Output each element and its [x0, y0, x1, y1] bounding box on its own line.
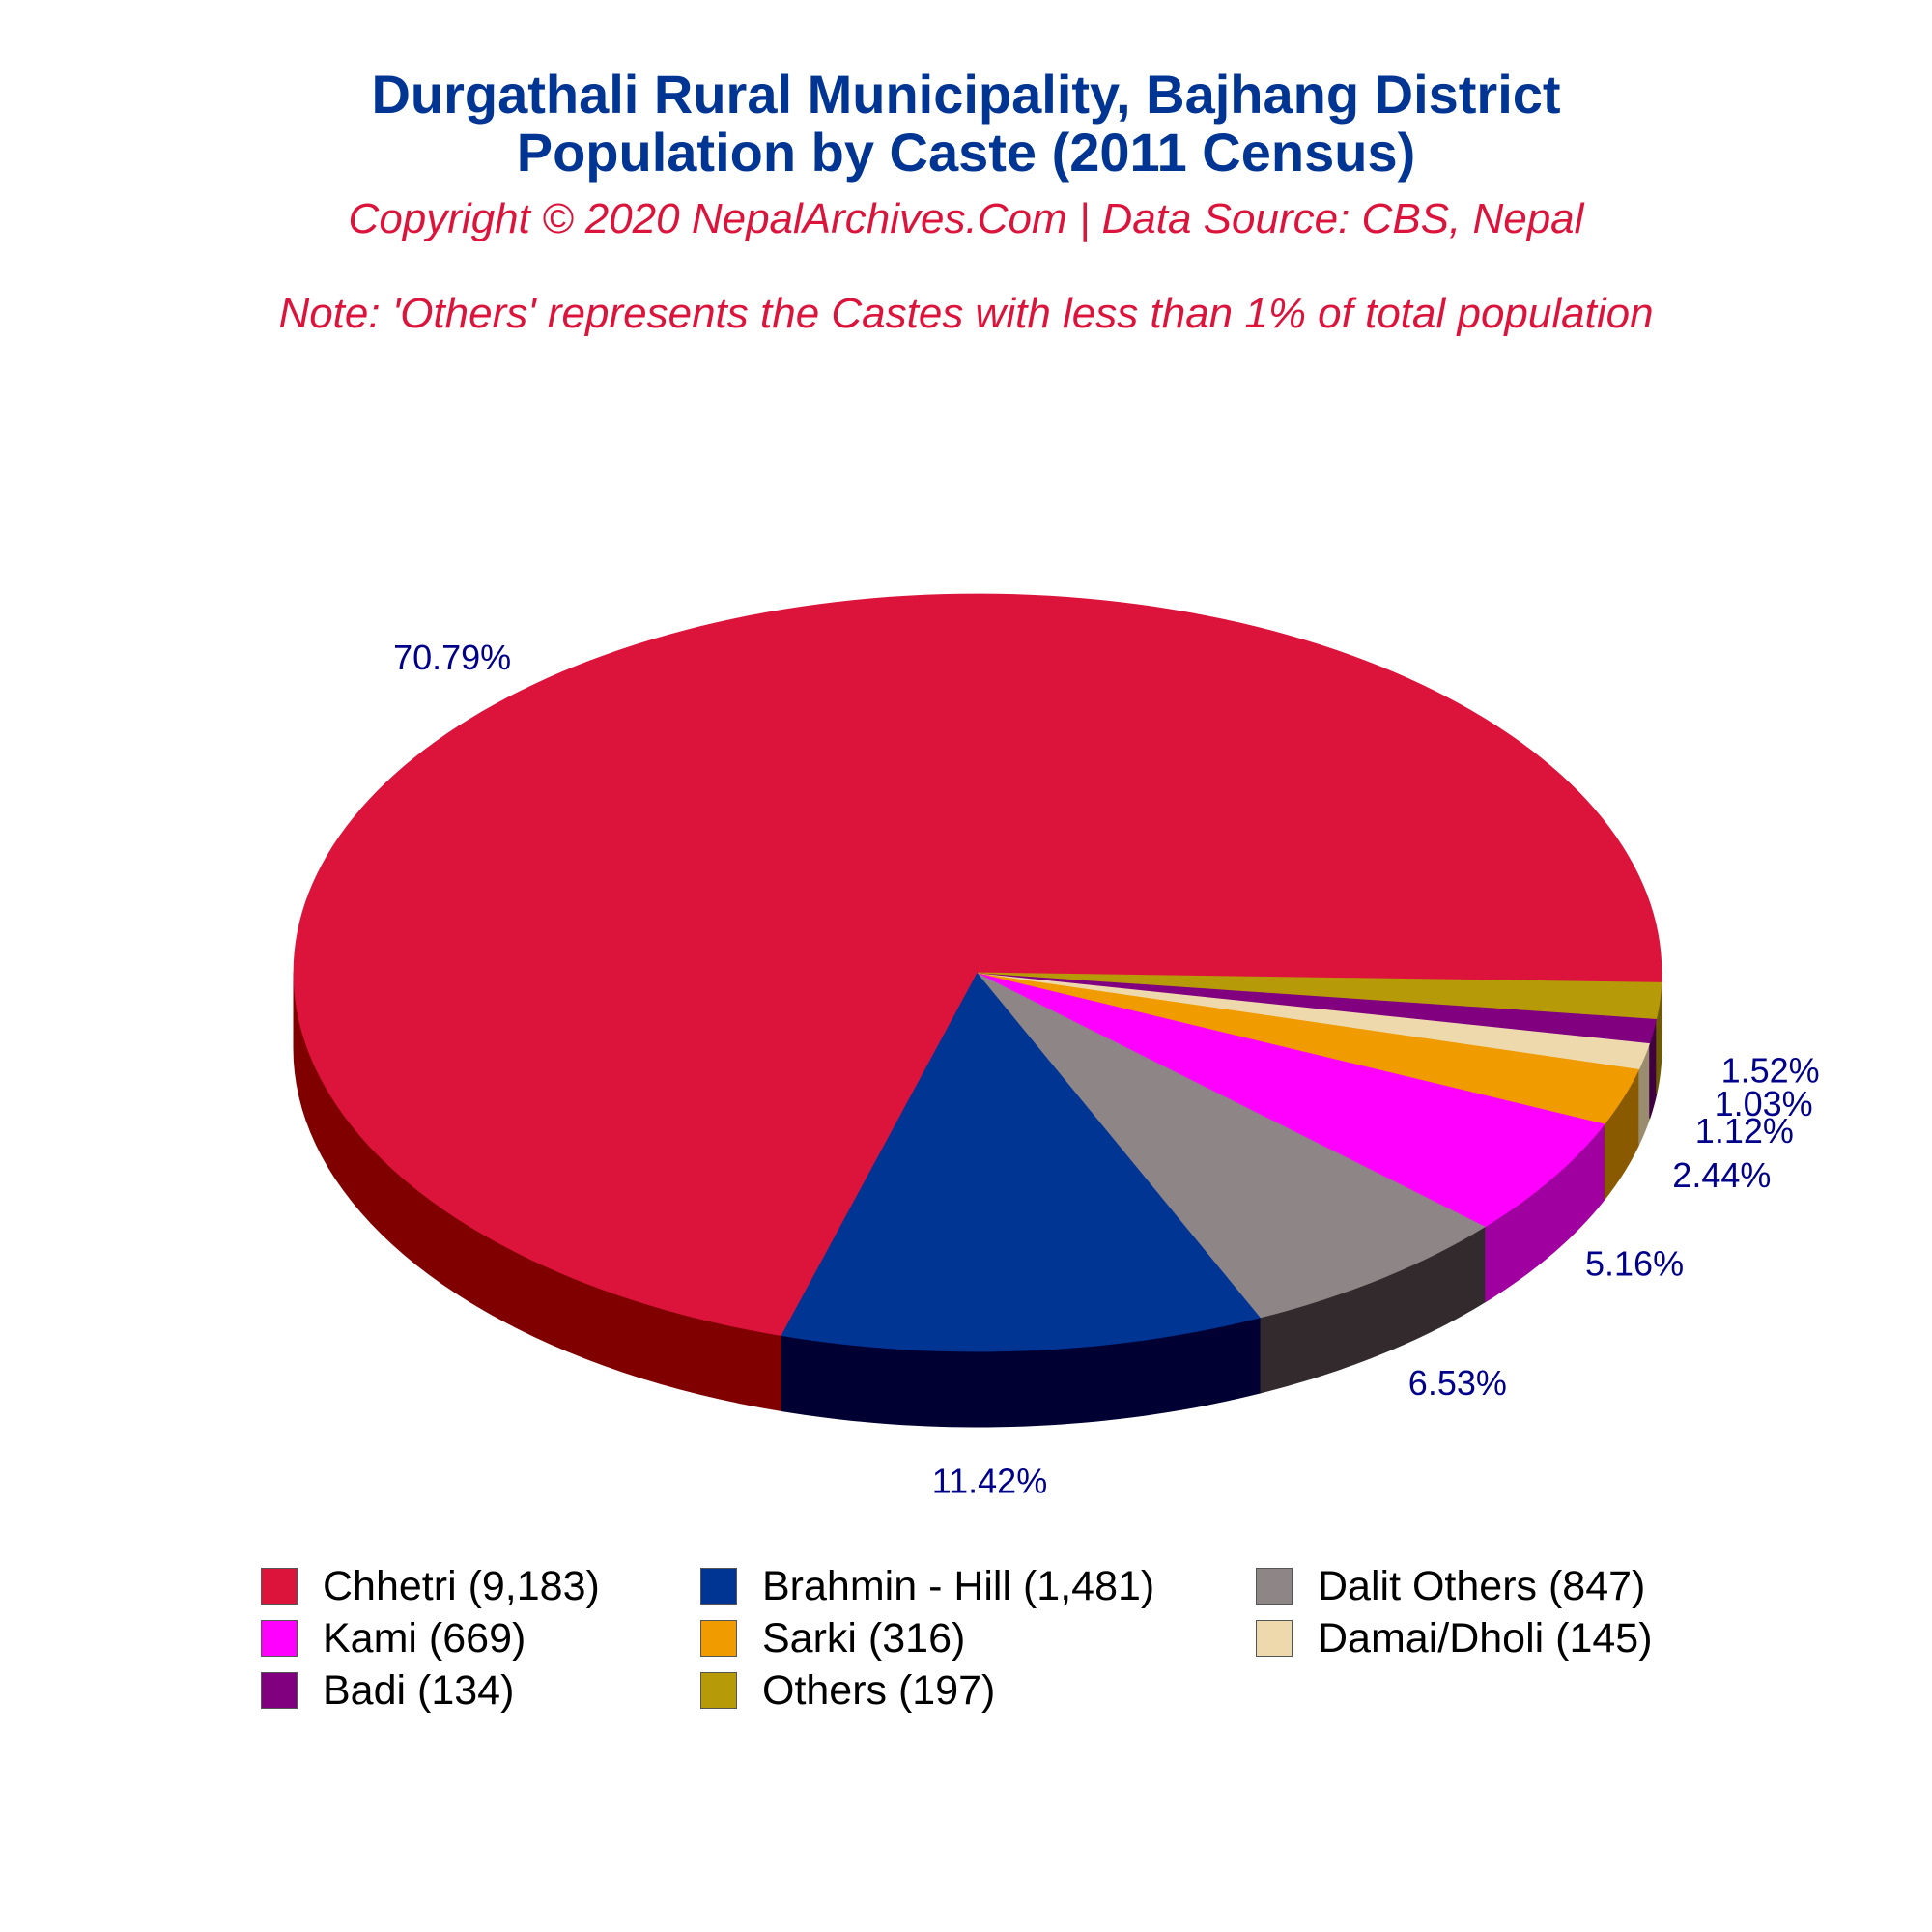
legend-label: Sarki (316) [762, 1615, 966, 1662]
pie-label-sarki: 2.44% [1672, 1155, 1771, 1195]
pie-label-others: 1.52% [1721, 1051, 1820, 1091]
legend-item-others: Others (197) [700, 1664, 995, 1717]
legend-swatch [261, 1567, 298, 1605]
legend-label: Brahmin - Hill (1,481) [762, 1563, 1155, 1609]
legend-swatch [700, 1567, 737, 1605]
pie-slices [293, 593, 1662, 1352]
legend-swatch [1256, 1619, 1293, 1657]
legend-item-dalit-others: Dalit Others (847) [1256, 1560, 1645, 1612]
legend-label: Damai/Dholi (145) [1318, 1615, 1653, 1662]
legend-item-sarki: Sarki (316) [700, 1612, 965, 1664]
legend-swatch [1256, 1567, 1293, 1605]
pie-slice-damai-dholi [977, 972, 1651, 1069]
legend-swatch [700, 1671, 737, 1709]
pie-label-chhetri: 70.79% [393, 638, 511, 677]
chart-note: Note: 'Others' represents the Castes wit… [278, 290, 1654, 337]
chart-title-line-2: Population by Caste (2011 Census) [516, 122, 1416, 183]
legend-swatch [261, 1671, 298, 1709]
chart-subtitle: Copyright © 2020 NepalArchives.Com | Dat… [348, 195, 1584, 242]
pie-slice-sarki [977, 972, 1640, 1124]
pie-sides [293, 972, 1662, 1428]
pie-label-badi: 1.03% [1715, 1084, 1813, 1123]
pie-label-brahmin-hill: 11.42% [932, 1462, 1047, 1501]
legend-item-kami: Kami (669) [261, 1612, 526, 1664]
pie-labels: 70.79% 11.42% 6.53% 5.16% 2.44%1.12%1.03%1.5… [393, 638, 1820, 1501]
legend-swatch [261, 1619, 298, 1657]
legend-item-chhetri: Chhetri (9,183) [261, 1560, 600, 1612]
chart-title-line-1: Durgathali Rural Municipality, Bajhang D… [371, 64, 1561, 125]
legend-item-brahmin-hill: Brahmin - Hill (1,481) [700, 1560, 1154, 1612]
pie-slice-badi [977, 972, 1658, 1044]
legend-label: Others (197) [762, 1667, 996, 1714]
pie-label-damai-dholi: 1.12% [1695, 1111, 1794, 1151]
pie-label-dalit-others: 6.53% [1408, 1363, 1507, 1403]
legend-swatch [700, 1619, 737, 1657]
pie-slice-others [977, 972, 1662, 1019]
pie-slice-brahmin-hill [781, 972, 1262, 1352]
legend-label: Chhetri (9,183) [323, 1563, 600, 1609]
pie-label-kami: 5.16% [1585, 1243, 1684, 1283]
legend-label: Dalit Others (847) [1318, 1563, 1646, 1609]
pie-slice-chhetri [293, 593, 1662, 1337]
pie-chart: 70.79% 11.42% 6.53% 5.16% 2.44%1.12%1.03%1.5… [293, 593, 1820, 1501]
legend-item-badi: Badi (134) [261, 1664, 514, 1717]
legend-label: Kami (669) [323, 1615, 526, 1662]
pie-slice-dalit-others [977, 972, 1487, 1319]
legend-label: Badi (134) [323, 1667, 515, 1714]
pie-slice-kami [977, 972, 1606, 1227]
legend-item-damai-dholi: Damai/Dholi (145) [1256, 1612, 1653, 1664]
